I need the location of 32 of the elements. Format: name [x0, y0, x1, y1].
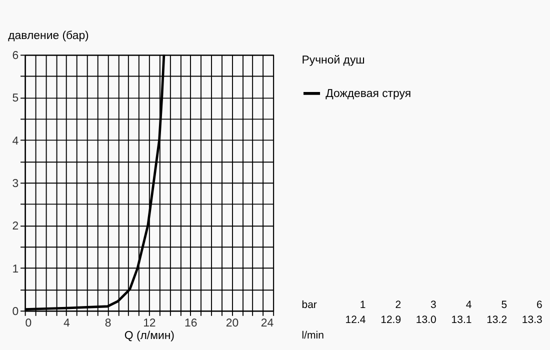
text: 1: [360, 298, 366, 311]
y-tick-label: 4: [12, 135, 20, 148]
text: 5: [501, 298, 508, 311]
x-tick-label: 4: [63, 317, 70, 330]
x-tick-label: 24: [260, 317, 274, 330]
x-tick-label: 20: [226, 317, 239, 330]
text: 13.2: [486, 314, 508, 326]
text: 6: [536, 298, 543, 311]
legend-label: Дождевая струя: [326, 88, 412, 100]
y-tick-label: 3: [12, 178, 19, 190]
text: l/min: [302, 329, 324, 342]
x-tick-label: 16: [184, 317, 198, 330]
y-tick-label: 5: [12, 92, 19, 105]
x-tick-label: 8: [104, 317, 112, 330]
x-axis-title: Q (л/мин): [124, 330, 175, 342]
y-tick-label: 1: [12, 263, 19, 276]
y-tick-label: 0: [12, 306, 19, 318]
y-axis-title: давление (бар): [8, 30, 90, 42]
text: 3: [430, 298, 437, 311]
text: 12.4: [345, 314, 366, 326]
text: bar: [302, 298, 318, 311]
x-tick-label: 0: [25, 317, 32, 330]
x-tick-label: 12: [143, 317, 156, 330]
y-tick-label: 6: [12, 50, 19, 62]
legend-title: Ручной душ: [302, 54, 365, 66]
text: 13.1: [451, 314, 472, 326]
text: 4: [466, 298, 472, 311]
text: 2: [395, 298, 402, 311]
text: 12.9: [380, 314, 402, 326]
text: 13.0: [416, 314, 437, 326]
text: 13.3: [522, 314, 543, 326]
y-tick-label: 2: [12, 220, 19, 233]
